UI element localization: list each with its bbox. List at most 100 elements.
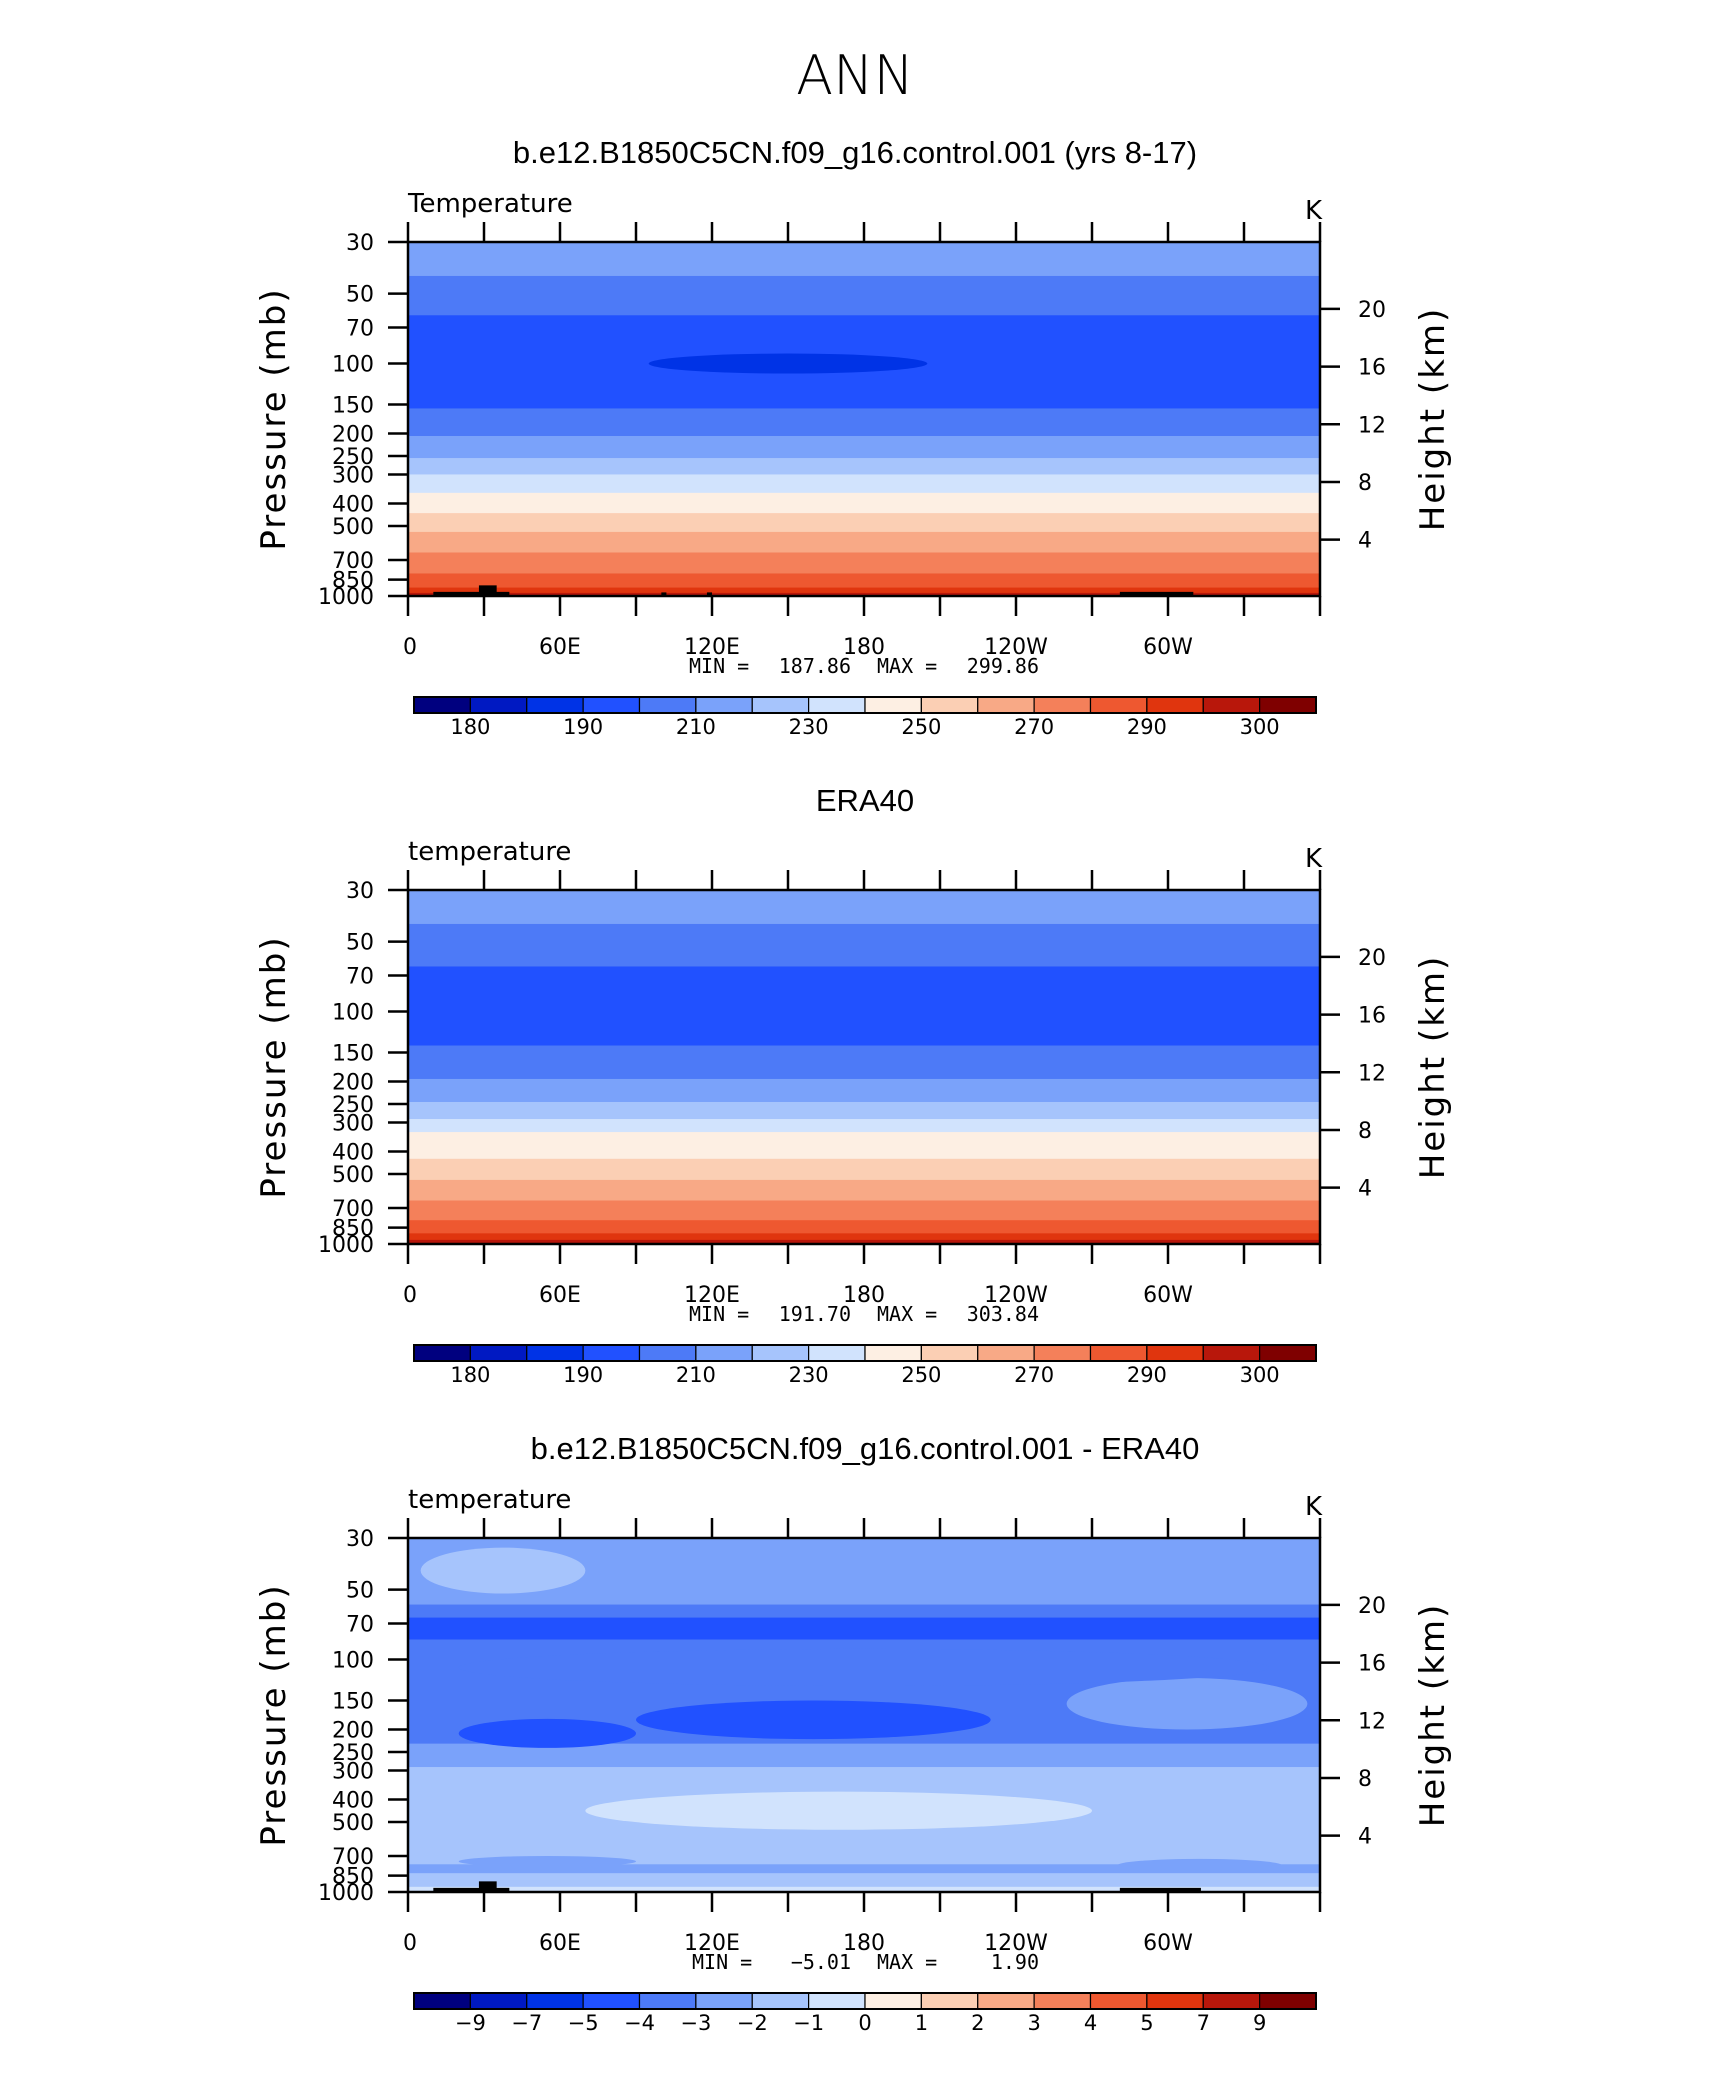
contour-band: [408, 1200, 1320, 1221]
y-axis-title: Pressure (mb): [254, 1583, 294, 1846]
colorbar-box: [808, 1344, 866, 1362]
colorbar-label: −9: [455, 2011, 486, 2035]
ytick-right-label: 16: [1358, 1004, 1386, 1029]
colorbar-label: 7: [1197, 2011, 1210, 2035]
contour-band: [408, 1850, 1320, 1865]
colorbar-labels: 180 190 210 230 250 270 290 300: [450, 715, 1279, 739]
ytick-label: 850: [332, 569, 374, 594]
xtick-label: 60E: [539, 1931, 581, 1956]
ytick-label: 100: [332, 1001, 374, 1026]
colorbar-box: [638, 1344, 697, 1362]
colorbar-box: [1202, 1344, 1261, 1362]
contour-patch: [585, 1791, 1092, 1830]
plot-field: [408, 890, 1320, 1244]
colorbar-box: [413, 1344, 471, 1362]
variable-label: temperature: [408, 1485, 571, 1515]
longitude-tick-labels: 0 60E 120E 180 120W 60W: [403, 635, 1193, 660]
max-value: 1.90: [991, 1950, 1039, 1974]
land-block: [478, 585, 497, 596]
colorbar-frame: [413, 1992, 1317, 2010]
land-block: [433, 1887, 510, 1892]
xtick-label: 180: [843, 1283, 885, 1308]
colorbar-label: 0: [858, 2011, 871, 2035]
ytick-right-label: 8: [1358, 471, 1372, 496]
xtick-label: 120E: [684, 1931, 740, 1956]
height-tick-labels: 20 16 12 8 4: [1358, 1594, 1386, 1850]
colorbar-frame: [413, 1344, 1317, 1362]
contour-band: [408, 1886, 1320, 1892]
axis-ticks: [388, 1518, 1340, 1912]
colorbar-label: 180: [450, 1363, 490, 1387]
units-label: K: [1305, 196, 1323, 226]
ytick-label: 1000: [318, 585, 374, 610]
xtick-label: 60E: [539, 1283, 581, 1308]
height-tick-labels: 20 16 12 8 4: [1358, 298, 1386, 554]
ytick-label: 200: [332, 1719, 374, 1744]
contour-band: [408, 1604, 1320, 1619]
land-block: [1119, 591, 1194, 596]
plot-field: [408, 242, 1320, 596]
colorbar-box: [1033, 696, 1092, 714]
panel-title: b.e12.B1850C5CN.f09_g16.control.001 - ER…: [531, 1431, 1200, 1466]
pressure-tick-labels: 30 50 70 100 150 200 250 300 400 500 700…: [318, 231, 374, 610]
colorbar-label: −4: [624, 2011, 655, 2035]
colorbar-box: [1146, 1344, 1204, 1362]
ytick-label: 1000: [318, 1881, 374, 1906]
ytick-label: 50: [346, 931, 374, 956]
figure-title: ANN: [796, 44, 914, 107]
longitude-tick-labels: 0 60E 120E 180 120W 60W: [403, 1283, 1193, 1308]
ytick-label: 250: [332, 445, 374, 470]
xtick-label: 120E: [684, 635, 740, 660]
ytick-label: 70: [346, 965, 374, 990]
contour-band: [408, 1179, 1320, 1202]
colorbar-label: 9: [1253, 2011, 1266, 2035]
min-label: MIN =: [689, 1302, 749, 1326]
land-mask: [433, 1881, 1201, 1892]
colorbar-box: [751, 696, 810, 714]
ytick-label: 400: [332, 1788, 374, 1813]
colorbar-box: [751, 1344, 810, 1362]
colorbar-box: [1259, 1344, 1317, 1362]
colorbar-label: 290: [1127, 1363, 1167, 1387]
colorbar-box: [977, 1344, 1035, 1362]
colorbar-label: 190: [563, 1363, 603, 1387]
ytick-label: 30: [346, 1527, 374, 1552]
colorbar-box: [977, 696, 1035, 714]
colorbar-box: [864, 1992, 922, 2010]
ytick-label: 150: [332, 393, 374, 418]
min-label: MIN =: [692, 1950, 752, 1974]
colorbar-label: 1: [915, 2011, 928, 2035]
ytick-right-label: 8: [1358, 1767, 1372, 1792]
contour-patches: [420, 1547, 1308, 1872]
colorbar-box: [1033, 1344, 1092, 1362]
colorbar-box: [695, 696, 753, 714]
colorbar-label: 230: [789, 715, 829, 739]
contour-patch: [1117, 1858, 1282, 1872]
min-label: MIN =: [689, 654, 749, 678]
panel-era40: ERA40 temperature K 30 50 70 100 150 200…: [254, 783, 1453, 1387]
ytick-right-label: 12: [1358, 1709, 1386, 1734]
ytick-right-label: 12: [1358, 413, 1386, 438]
ytick-label: 850: [332, 1865, 374, 1890]
contour-band: [408, 1102, 1320, 1120]
xtick-label: 120W: [984, 635, 1048, 660]
ytick-label: 400: [332, 1140, 374, 1165]
colorbar: 180 190 210 230 250 270 290 300: [413, 1344, 1317, 1387]
min-max-stats: MIN = 187.86 MAX = 299.86: [689, 654, 1039, 678]
colorbar-box: [582, 1344, 641, 1362]
contour-band: [408, 1119, 1320, 1133]
xtick-label: 60W: [1143, 1931, 1193, 1956]
colorbar-label: 2: [971, 2011, 984, 2035]
colorbar-box: [1033, 1992, 1092, 2010]
xtick-label: 60E: [539, 635, 581, 660]
ytick-right-label: 20: [1358, 1594, 1386, 1619]
ytick-label: 300: [332, 1759, 374, 1784]
ytick-label: 100: [332, 353, 374, 378]
contour-band: [408, 408, 1320, 437]
colorbar-box: [526, 1344, 584, 1362]
colorbar-box: [1089, 1992, 1148, 2010]
land-block: [661, 592, 667, 596]
ytick-label: 500: [332, 515, 374, 540]
variable-label: Temperature: [407, 189, 573, 219]
